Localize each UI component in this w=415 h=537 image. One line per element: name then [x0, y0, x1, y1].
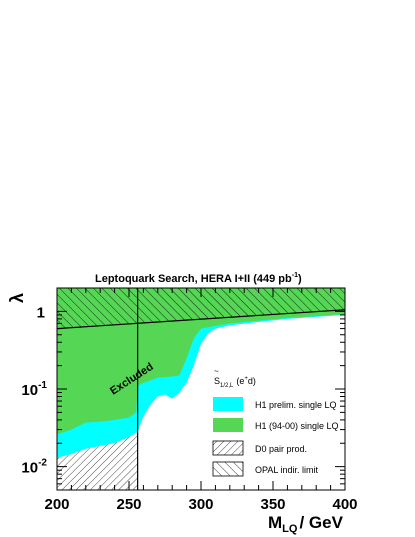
legend-label-d0: D0 pair prod.: [255, 444, 307, 454]
legend-header: S1/2,L (e+d): [214, 376, 256, 389]
legend-swatch-h1-prelim: [213, 397, 243, 411]
x-axis-ticks: 200 250 300 350 400: [44, 288, 358, 513]
plot-area: [57, 288, 345, 490]
y-axis-label: λ: [7, 293, 27, 303]
y-tick-label: 1: [37, 304, 45, 321]
x-tick-label: 400: [332, 496, 357, 513]
x-tick-label: 200: [44, 496, 69, 513]
legend-header-tilde: ~: [214, 367, 219, 376]
legend-swatch-opal: [212, 461, 244, 477]
legend-swatch-h1-94-00: [213, 418, 243, 432]
opal-indir-limit-region: [57, 288, 345, 329]
legend-label-h1-94-00: H1 (94-00) single LQ: [255, 421, 339, 431]
y-tick-label: 10-1: [21, 380, 47, 399]
x-tick-label: 250: [116, 496, 141, 513]
y-tick-label: 10-2: [21, 458, 47, 477]
chart-title: Leptoquark Search, HERA I+II (449 pb-1): [95, 272, 302, 285]
x-tick-label: 350: [260, 496, 285, 513]
legend-label-h1-prelim: H1 prelim. single LQ: [255, 400, 337, 410]
x-axis-label: MLQ / GeV: [268, 513, 344, 535]
h1-94-00-single-lq-region: [57, 288, 345, 435]
legend-swatch-d0: [212, 440, 244, 456]
x-tick-label: 300: [188, 496, 213, 513]
y-axis-ticks: 10-2 10-1 1: [21, 287, 345, 491]
legend: S1/2,L (e+d) ~ H1 prelim. single LQ H1 (9…: [212, 367, 339, 477]
opal-limit-line: [57, 309, 345, 330]
title-superscript: -1: [292, 272, 298, 279]
legend-label-opal: OPAL indir. limit: [255, 465, 319, 475]
